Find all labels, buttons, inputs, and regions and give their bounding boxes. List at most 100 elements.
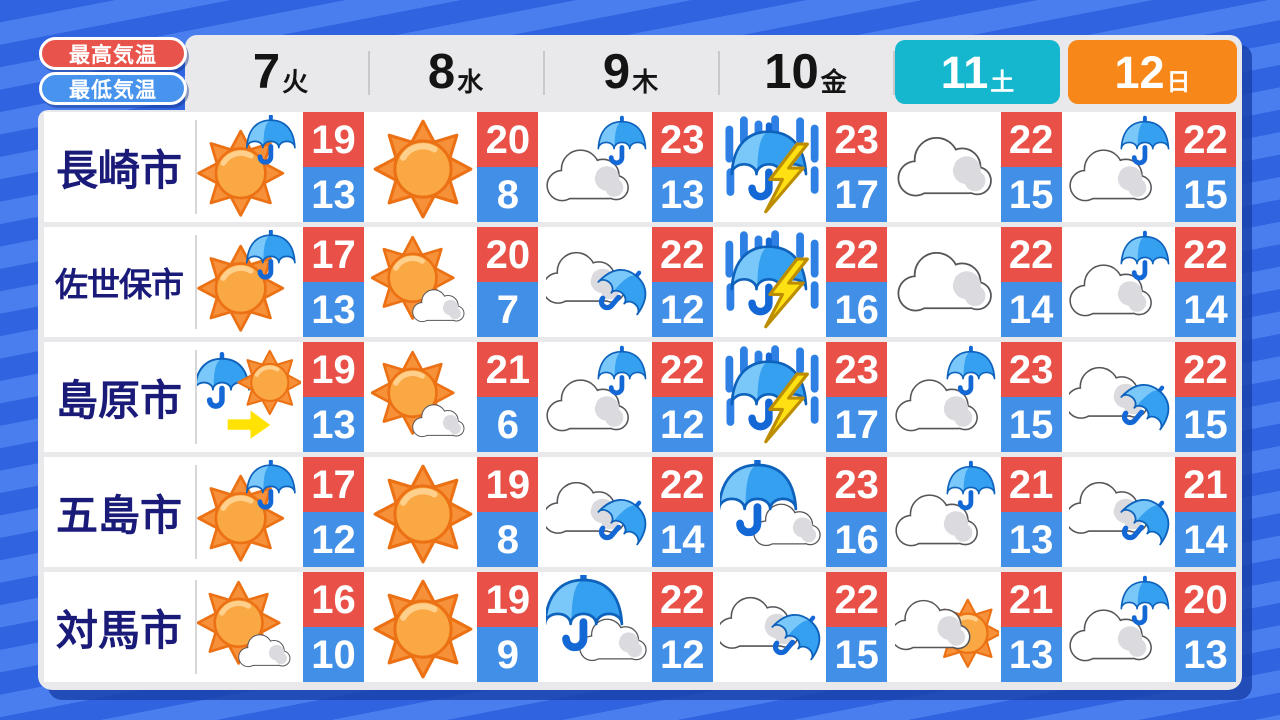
max-temp-value: 23 — [826, 112, 888, 167]
cloud-umbrella-icon — [1069, 575, 1173, 679]
cloud-umbrella-icon — [1069, 115, 1173, 219]
rain-thunder-icon — [720, 345, 824, 449]
temperature-box: 23 17 — [826, 342, 888, 452]
sun-umbrella-icon — [197, 115, 301, 219]
max-temp-value: 22 — [826, 227, 888, 282]
max-temp-value: 21 — [1175, 457, 1236, 512]
max-temp-value: 20 — [1175, 572, 1236, 627]
max-temp-value: 17 — [303, 227, 364, 282]
max-temp-value: 21 — [1000, 572, 1062, 627]
min-temp-value: 16 — [826, 512, 888, 567]
temperature-box: 23 17 — [826, 112, 888, 222]
temperature-box: 21 13 — [1000, 457, 1062, 567]
forecast-table: 長崎市 19 13 20 8 23 13 23 17 22 15 22 15 佐世保市 — [38, 110, 1242, 690]
city-name: 対馬市 — [55, 606, 182, 654]
cloud-sun-icon — [894, 575, 999, 679]
temperature-box: 22 12 — [651, 342, 713, 452]
day-number: 8 — [427, 45, 456, 99]
min-temp-value: 14 — [651, 512, 713, 567]
min-temp-value: 15 — [1000, 397, 1062, 452]
city-divider — [195, 235, 197, 329]
max-temp-value: 19 — [303, 342, 364, 397]
temperature-box: 19 8 — [477, 457, 539, 567]
temperature-box: 22 15 — [826, 572, 888, 682]
temperature-box: 22 14 — [1000, 227, 1062, 337]
day-header-cell-10: 10 金 — [718, 35, 893, 110]
min-temp-value: 15 — [1175, 397, 1236, 452]
min-temp-value: 14 — [1000, 282, 1062, 337]
max-temp-value: 22 — [651, 227, 713, 282]
max-temp-value: 23 — [1000, 342, 1062, 397]
umbrella-arrow-sun-icon — [197, 345, 301, 449]
sun-umbrella-icon — [197, 230, 301, 334]
max-temp-value: 22 — [1175, 342, 1236, 397]
temperature-box: 21 13 — [1000, 572, 1062, 682]
temperature-box: 22 14 — [651, 457, 713, 567]
min-temp-legend-label: 最低気温 — [39, 72, 187, 105]
forecast-row: 長崎市 19 13 20 8 23 13 23 17 22 15 22 15 — [44, 112, 1236, 222]
min-temp-value: 17 — [826, 397, 888, 452]
cloud-umbrella-icon — [1069, 230, 1173, 334]
day-number: 9 — [602, 45, 631, 99]
max-temp-value: 22 — [826, 572, 888, 627]
temperature-box: 23 13 — [651, 112, 713, 222]
rain-thunder-icon — [720, 115, 824, 219]
max-temp-value: 20 — [477, 227, 539, 282]
forecast-row: 対馬市 16 10 19 9 22 12 22 15 21 13 20 13 — [44, 572, 1236, 682]
day-column-divider — [543, 51, 545, 95]
cloud-icon — [895, 230, 999, 334]
min-temp-value: 13 — [1175, 627, 1236, 682]
city-name: 五島市 — [55, 491, 182, 539]
cloud-umbrella-icon — [546, 345, 650, 449]
day-of-week: 日 — [1166, 68, 1191, 96]
day-of-week: 土 — [990, 68, 1015, 96]
cloud-umbrella-icon — [546, 115, 650, 219]
max-temp-value: 23 — [826, 457, 888, 512]
day-of-week: 水 — [457, 67, 484, 97]
cloud-umbrella-tilt-icon — [545, 460, 650, 564]
min-temp-value: 6 — [477, 397, 539, 452]
min-temp-value: 13 — [651, 167, 713, 222]
temperature-box: 17 13 — [303, 227, 364, 337]
min-temp-value: 15 — [1175, 167, 1236, 222]
forecast-row: 島原市 19 13 21 6 22 12 23 17 23 15 — [44, 342, 1236, 452]
city-divider — [195, 580, 197, 674]
day-column-divider — [718, 51, 720, 95]
city-name: 長崎市 — [55, 146, 182, 194]
temperature-legend: 最高気温 最低気温 — [39, 37, 187, 107]
cloud-icon — [895, 115, 999, 219]
temperature-box: 20 7 — [477, 227, 539, 337]
temperature-box: 16 10 — [303, 572, 364, 682]
temperature-box: 22 15 — [1175, 342, 1236, 452]
city-name: 島原市 — [55, 376, 182, 424]
max-temp-value: 19 — [477, 572, 539, 627]
city-divider — [195, 120, 197, 214]
temperature-box: 22 16 — [826, 227, 888, 337]
cloud-umbrella-tilt-icon — [1069, 460, 1173, 564]
max-temp-value: 23 — [651, 112, 713, 167]
temperature-box: 20 8 — [477, 112, 539, 222]
min-temp-value: 15 — [1000, 167, 1062, 222]
max-temp-value: 17 — [303, 457, 364, 512]
min-temp-value: 16 — [826, 282, 888, 337]
cloud-umbrella-tilt-icon — [720, 575, 824, 679]
min-temp-value: 9 — [477, 627, 539, 682]
forecast-row: 佐世保市 17 13 20 7 22 12 22 16 22 14 22 14 — [44, 227, 1236, 337]
max-temp-value: 22 — [1000, 227, 1062, 282]
temperature-box: 23 15 — [1000, 342, 1062, 452]
max-temp-value: 22 — [651, 342, 713, 397]
city-name: 佐世保市 — [55, 266, 184, 303]
max-temp-value: 23 — [826, 342, 888, 397]
min-temp-value: 12 — [303, 512, 364, 567]
rain-thunder-icon — [720, 230, 824, 334]
temperature-box: 23 16 — [826, 457, 888, 567]
sun-icon — [371, 575, 475, 679]
city-divider — [195, 465, 197, 559]
forecast-row: 五島市 17 12 19 8 22 14 23 16 21 13 21 1 — [44, 457, 1236, 567]
cloud-umbrella-icon — [894, 460, 999, 564]
